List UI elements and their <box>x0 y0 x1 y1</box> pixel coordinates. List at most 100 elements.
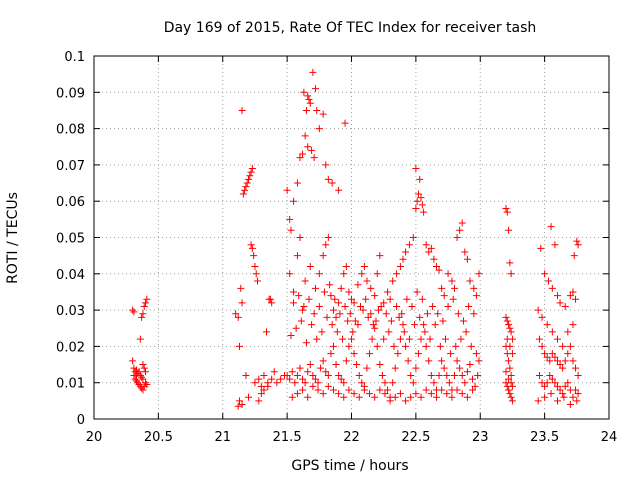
data-point <box>407 371 415 379</box>
data-point <box>423 310 431 318</box>
y-tick-label: 0.04 <box>56 268 85 283</box>
data-point <box>417 335 425 343</box>
data-point <box>360 386 368 394</box>
data-point <box>329 306 337 314</box>
data-point <box>556 299 564 307</box>
data-point <box>396 390 404 398</box>
data-point <box>346 310 354 318</box>
data-point <box>444 302 452 310</box>
data-point <box>574 241 582 249</box>
data-point <box>327 292 335 300</box>
data-point <box>367 284 375 292</box>
data-point <box>409 234 417 241</box>
data-point <box>308 321 316 329</box>
data-point <box>142 299 149 307</box>
data-point <box>306 263 314 271</box>
data-point <box>328 179 336 187</box>
data-point <box>554 292 561 300</box>
data-point <box>394 350 402 358</box>
y-tick-label: 0.08 <box>56 123 85 138</box>
data-point <box>263 328 271 336</box>
data-point <box>391 364 399 372</box>
data-point <box>357 302 365 310</box>
data-point <box>443 371 451 379</box>
data-point <box>386 397 394 405</box>
data-point <box>358 379 366 387</box>
data-point <box>572 295 580 303</box>
data-point <box>306 361 314 369</box>
data-point <box>548 284 556 292</box>
data-point <box>140 382 148 390</box>
data-point <box>353 361 361 369</box>
data-point <box>136 335 144 343</box>
data-point <box>384 288 392 296</box>
data-point <box>268 375 276 383</box>
data-point <box>335 186 343 194</box>
chart-title: Day 169 of 2015, Rate Of TEC Index for r… <box>164 20 537 36</box>
data-point <box>559 364 567 372</box>
data-point <box>257 390 265 398</box>
data-point <box>451 284 458 292</box>
data-point <box>556 386 564 394</box>
data-point <box>304 143 312 151</box>
data-point <box>288 393 296 401</box>
data-point <box>463 393 471 401</box>
data-point <box>431 321 439 329</box>
data-point <box>329 386 337 394</box>
data-point <box>380 299 388 307</box>
data-point <box>453 357 461 365</box>
data-point <box>505 321 513 329</box>
data-point <box>296 154 304 162</box>
x-tick-label: 22.5 <box>401 430 430 445</box>
x-tick-label: 23.5 <box>530 430 559 445</box>
data-point <box>413 288 421 296</box>
data-point <box>290 299 298 307</box>
data-point <box>416 175 424 183</box>
data-point <box>535 371 543 379</box>
data-point <box>546 357 554 365</box>
data-point <box>436 342 444 350</box>
data-point <box>449 295 457 303</box>
data-point <box>378 371 386 379</box>
data-point <box>286 215 294 223</box>
data-point <box>502 368 510 376</box>
data-point <box>573 397 581 405</box>
data-point <box>453 234 461 241</box>
data-point <box>448 393 456 401</box>
data-point <box>314 386 322 394</box>
data-point <box>243 179 251 187</box>
data-point <box>131 375 139 383</box>
data-point <box>398 310 406 318</box>
data-point <box>318 328 326 336</box>
data-point <box>460 317 468 325</box>
data-point <box>399 255 407 263</box>
data-point <box>255 375 263 383</box>
data-point <box>135 381 143 389</box>
data-point <box>140 364 148 372</box>
data-point <box>341 119 349 127</box>
data-point <box>405 335 413 343</box>
x-axis-label: GPS time / hours <box>291 458 408 474</box>
data-point <box>142 368 149 376</box>
data-point <box>412 390 420 398</box>
data-point <box>337 375 345 383</box>
data-point <box>251 263 259 271</box>
data-point <box>268 299 276 307</box>
data-point <box>556 361 564 369</box>
data-point <box>297 317 305 325</box>
data-point <box>375 306 383 314</box>
data-point <box>293 252 301 260</box>
x-tick-label: 20.5 <box>144 430 173 445</box>
data-point <box>134 379 142 387</box>
data-point <box>393 302 401 310</box>
data-point <box>543 353 551 361</box>
data-point <box>143 295 151 303</box>
data-point <box>290 197 298 205</box>
data-point <box>305 295 313 303</box>
data-point <box>574 371 582 379</box>
data-point <box>338 335 346 343</box>
data-point <box>309 68 317 76</box>
y-axis-ticks: 0 0.01 0.02 0.03 0.04 0.05 0.06 0.07 0.08 0.09 0.1 <box>56 50 609 428</box>
data-point <box>142 379 149 387</box>
data-point <box>299 386 307 394</box>
